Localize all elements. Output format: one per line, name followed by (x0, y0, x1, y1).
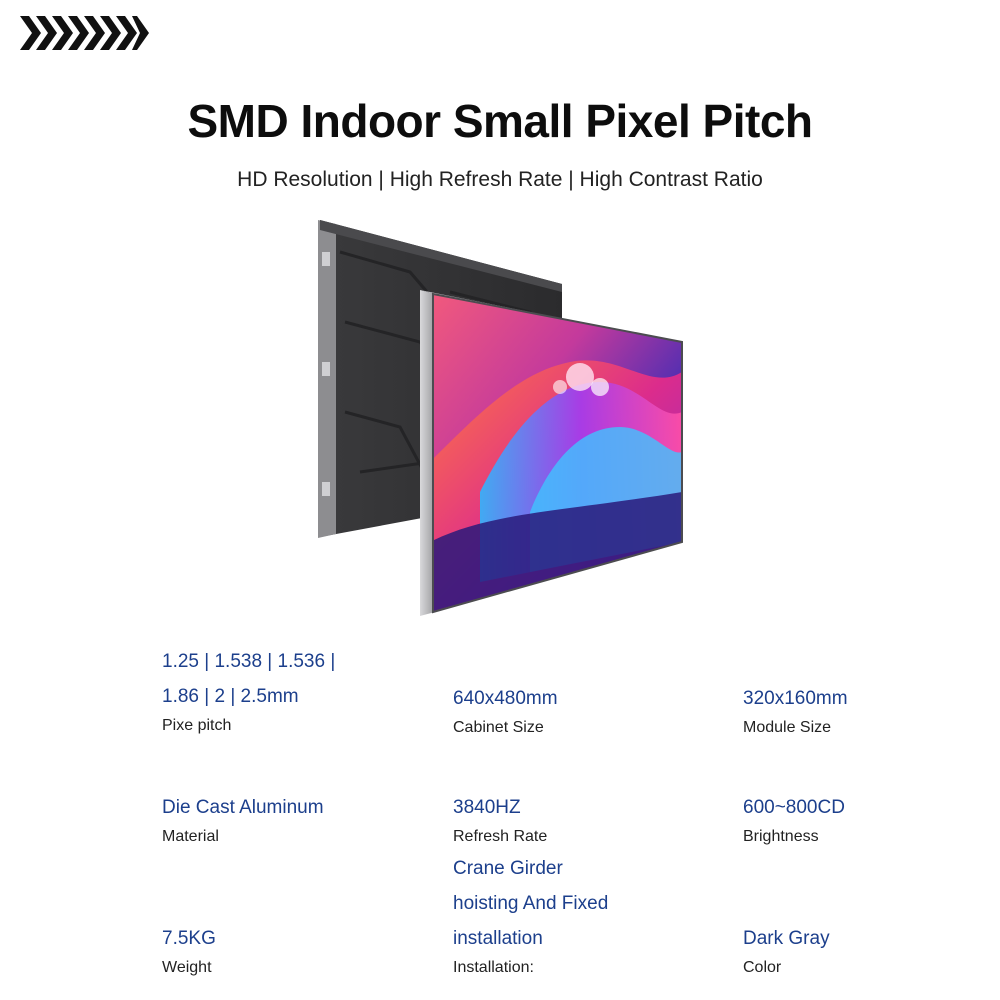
installation-value-line3: installation (453, 928, 543, 949)
color-label: Color (743, 959, 782, 976)
spec-cabinet-size: 640x480mm Cabinet Size (453, 681, 558, 740)
module-size-value: 320x160mm (743, 688, 848, 709)
weight-value: 7.5KG (162, 928, 216, 949)
cabinet-size-value: 640x480mm (453, 688, 558, 709)
led-cabinet-panel-icon (318, 220, 683, 616)
spec-weight: 7.5KG Weight (162, 921, 216, 980)
spec-material: Die Cast Aluminum Material (162, 790, 324, 849)
pixel-pitch-value-line1: 1.25 | 1.538 | 1.536 | (162, 651, 336, 672)
spec-module-size: 320x160mm Module Size (743, 681, 848, 740)
chevron-arrows-icon (20, 16, 149, 50)
module-size-label: Module Size (743, 719, 832, 736)
spec-refresh-rate: 3840HZ Refresh Rate (453, 790, 547, 849)
refresh-rate-label: Refresh Rate (453, 828, 548, 845)
brightness-value: 600~800CD (743, 797, 845, 818)
installation-value-line2: hoisting And Fixed (453, 893, 609, 914)
brightness-label: Brightness (743, 828, 819, 845)
installation-label: Installation: (453, 959, 534, 976)
page-subtitle: HD Resolution | High Refresh Rate | High… (237, 168, 763, 191)
pixel-pitch-label: Pixe pitch (162, 717, 232, 734)
spec-brightness: 600~800CD Brightness (743, 790, 845, 849)
installation-value-line1: Crane Girder (453, 858, 563, 879)
color-value: Dark Gray (743, 928, 830, 949)
spec-installation: Crane Girder hoisting And Fixed installa… (453, 851, 608, 980)
material-value: Die Cast Aluminum (162, 797, 324, 818)
page-title: SMD Indoor Small Pixel Pitch (187, 95, 813, 147)
refresh-rate-value: 3840HZ (453, 797, 521, 818)
material-label: Material (162, 828, 219, 845)
spec-color: Dark Gray Color (743, 921, 830, 980)
weight-label: Weight (162, 959, 212, 976)
pixel-pitch-value-line2: 1.86 | 2 | 2.5mm (162, 686, 299, 707)
spec-pixel-pitch: 1.25 | 1.538 | 1.536 | 1.86 | 2 | 2.5mm … (162, 644, 335, 738)
cabinet-size-label: Cabinet Size (453, 719, 544, 736)
